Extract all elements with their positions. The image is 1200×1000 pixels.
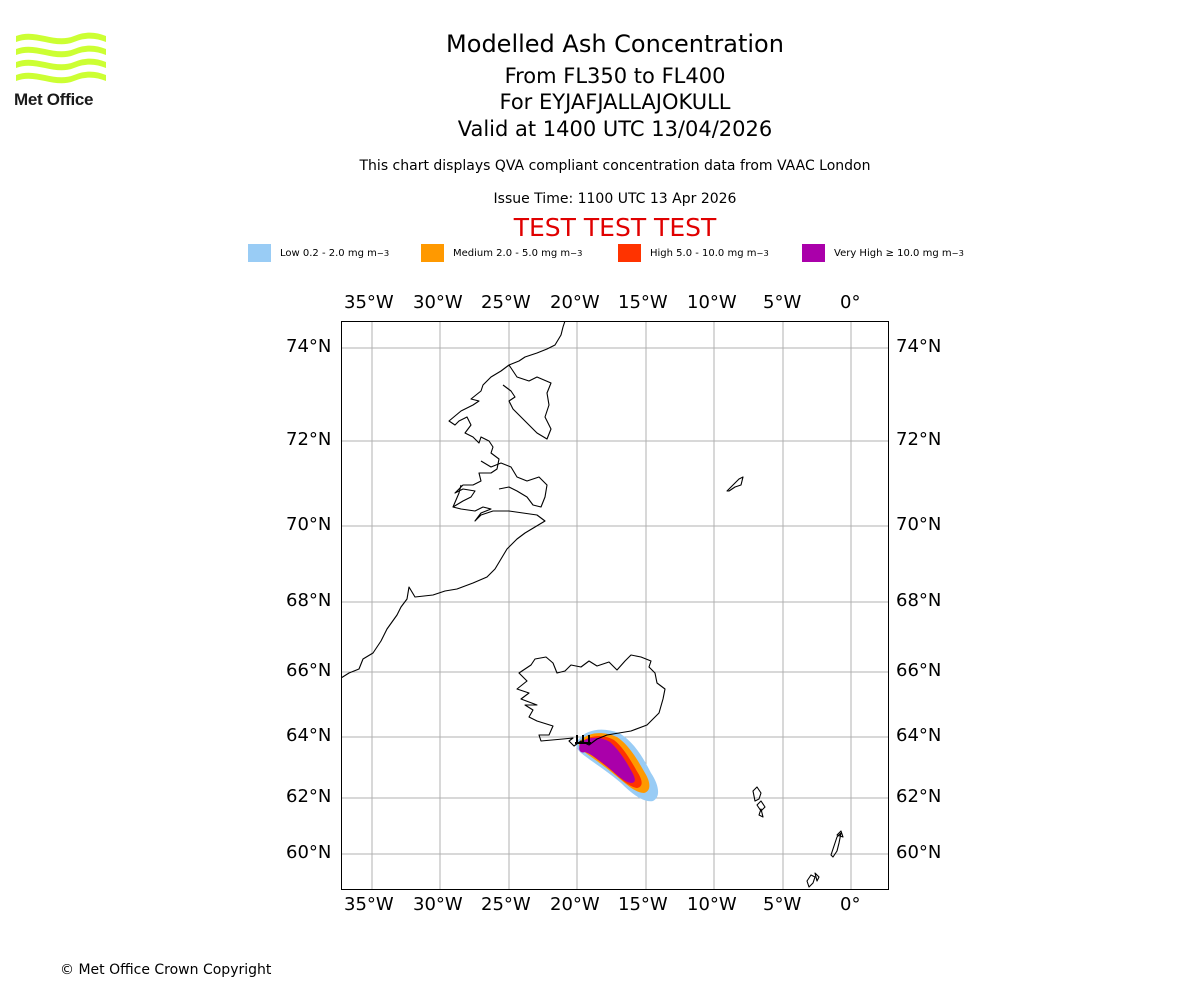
map-panel [341,321,889,890]
legend-label: Medium 2.0 - 5.0 mg m [453,247,571,259]
iceland-coastline [516,654,666,747]
lon-tick-top: 5°W [763,292,802,313]
lat-tick-left: 62°N [286,786,332,807]
legend-swatch [618,244,641,262]
lat-tick-right: 68°N [896,590,942,611]
lon-tick-bottom: 15°W [618,894,668,915]
legend-item-low: Low 0.2 - 2.0 mg m −3 [248,244,389,262]
legend-label: Low 0.2 - 2.0 mg m [280,247,377,259]
flight-level-range: From FL350 to FL400 [504,64,726,88]
lat-tick-left: 74°N [286,336,332,357]
issue-time: Issue Time: 1100 UTC 13 Apr 2026 [493,191,737,207]
legend-swatch [802,244,825,262]
lon-tick-top: 25°W [481,292,531,313]
met-office-logo: Met Office [14,30,108,109]
lon-tick-top: 0° [840,292,861,313]
volcano-name: For EYJAFJALLAJOKULL [499,90,731,114]
compliance-note: This chart displays QVA compliant concen… [359,158,871,174]
legend-swatch [421,244,444,262]
volcano-marker [575,735,591,744]
lon-tick-top: 35°W [344,292,394,313]
lon-tick-bottom: 10°W [687,894,737,915]
lat-tick-left: 64°N [286,725,332,746]
lon-tick-top: 15°W [618,292,668,313]
lat-tick-left: 68°N [286,590,332,611]
orkney-coastline [806,872,820,888]
lat-tick-left: 66°N [286,660,332,681]
test-banner: TEST TEST TEST [513,213,717,242]
legend-item-very-high: Very High ≥ 10.0 mg m −3 [802,244,964,262]
lon-tick-top: 20°W [550,292,600,313]
lon-tick-bottom: 20°W [550,894,600,915]
lon-tick-bottom: 35°W [344,894,394,915]
lat-tick-right: 64°N [896,725,942,746]
lat-tick-right: 72°N [896,429,942,450]
logo-wordmark: Met Office [14,90,94,109]
lat-tick-right: 60°N [896,842,942,863]
legend-label: High 5.0 - 10.0 mg m [650,247,757,259]
lon-tick-bottom: 30°W [413,894,463,915]
legend-item-high: High 5.0 - 10.0 mg m −3 [618,244,769,262]
greenland-coastline [341,321,566,679]
legend-item-medium: Medium 2.0 - 5.0 mg m −3 [421,244,582,262]
jan-mayen-coastline [726,476,744,492]
valid-time: Valid at 1400 UTC 13/04/2026 [457,117,773,141]
lon-tick-bottom: 0° [840,894,861,915]
lon-tick-bottom: 5°W [763,894,802,915]
lon-tick-top: 10°W [687,292,737,313]
legend-label: Very High ≥ 10.0 mg m [834,247,952,259]
legend-swatch [248,244,271,262]
lat-tick-left: 70°N [286,514,332,535]
lat-tick-right: 70°N [896,514,942,535]
lat-tick-right: 62°N [896,786,942,807]
lat-tick-right: 74°N [896,336,942,357]
coastlines [341,321,844,888]
lat-tick-left: 60°N [286,842,332,863]
map-frame [341,321,889,890]
ash-very-high-area [579,737,635,783]
lon-tick-top: 30°W [413,292,463,313]
lat-tick-right: 66°N [896,660,942,681]
wave-logo-icon [16,32,106,84]
map-background [341,321,889,890]
faroe-islands-coastline [752,786,766,818]
lon-tick-bottom: 25°W [481,894,531,915]
lat-tick-left: 72°N [286,429,332,450]
shetland-coastline [830,830,844,858]
copyright-notice: © Met Office Crown Copyright [60,962,272,978]
chart-title: Modelled Ash Concentration [446,30,784,58]
